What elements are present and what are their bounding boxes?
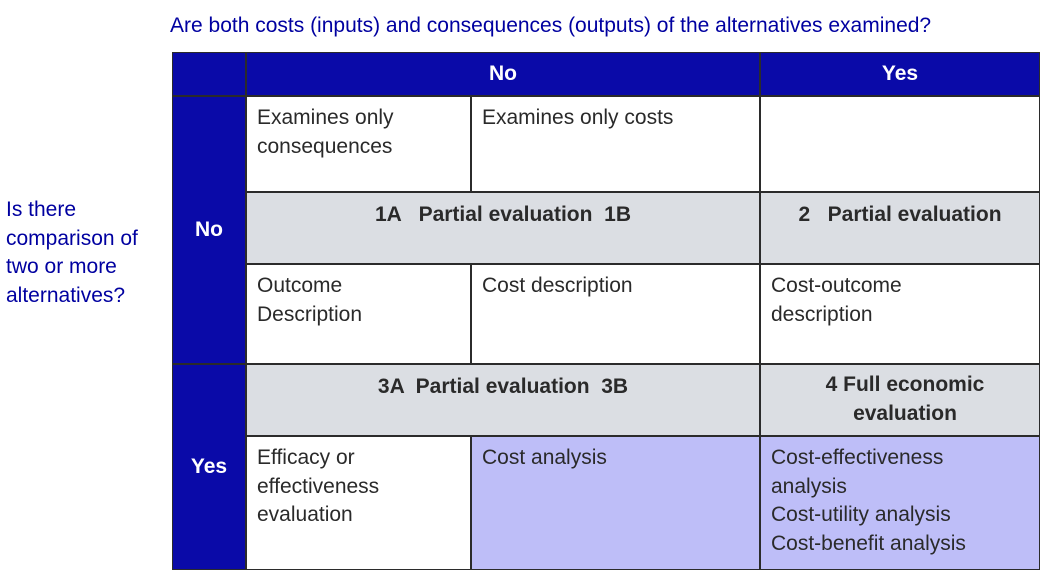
partial-evaluation-2: 2 Partial evaluation <box>761 193 1039 263</box>
side-question: Is there comparison of two or more alter… <box>6 198 138 307</box>
row-header-no: No <box>173 97 245 363</box>
top-question: Are both costs (inputs) and consequences… <box>170 14 932 37</box>
column-header-no: No <box>247 53 759 95</box>
examines-consequences-cell: Examines only consequences <box>247 97 470 191</box>
full-evaluation-types-cell: Cost-effectiveness analysis Cost-utility… <box>761 437 1039 569</box>
examines-both-cell <box>761 97 1039 191</box>
corner-cell <box>173 53 245 95</box>
partial-evaluation-1ab: 1A Partial evaluation 1B <box>247 193 759 263</box>
column-header-yes: Yes <box>761 53 1039 95</box>
cost-benefit-analysis: Cost-benefit analysis <box>771 531 966 555</box>
row-header-yes: Yes <box>173 365 245 569</box>
evaluation-matrix: No Yes No Yes Examines only consequences… <box>172 52 1040 570</box>
cost-effectiveness-analysis: Cost-effectiveness analysis <box>771 446 944 498</box>
full-economic-evaluation: 4 Full economic evaluation <box>761 365 1039 435</box>
efficacy-evaluation-cell: Efficacy or effectiveness evaluation <box>247 437 470 569</box>
outcome-description-cell: Outcome Description <box>247 265 470 363</box>
full-economic-evaluation-label: 4 Full economic evaluation <box>825 373 985 425</box>
partial-evaluation-3ab: 3A Partial evaluation 3B <box>247 365 759 435</box>
cost-description-cell: Cost description <box>472 265 759 363</box>
cost-outcome-description-cell: Cost-outcome description <box>761 265 1039 363</box>
cost-analysis-cell: Cost analysis <box>472 437 759 569</box>
cost-utility-analysis: Cost-utility analysis <box>771 503 951 526</box>
examines-costs-cell: Examines only costs <box>472 97 759 191</box>
